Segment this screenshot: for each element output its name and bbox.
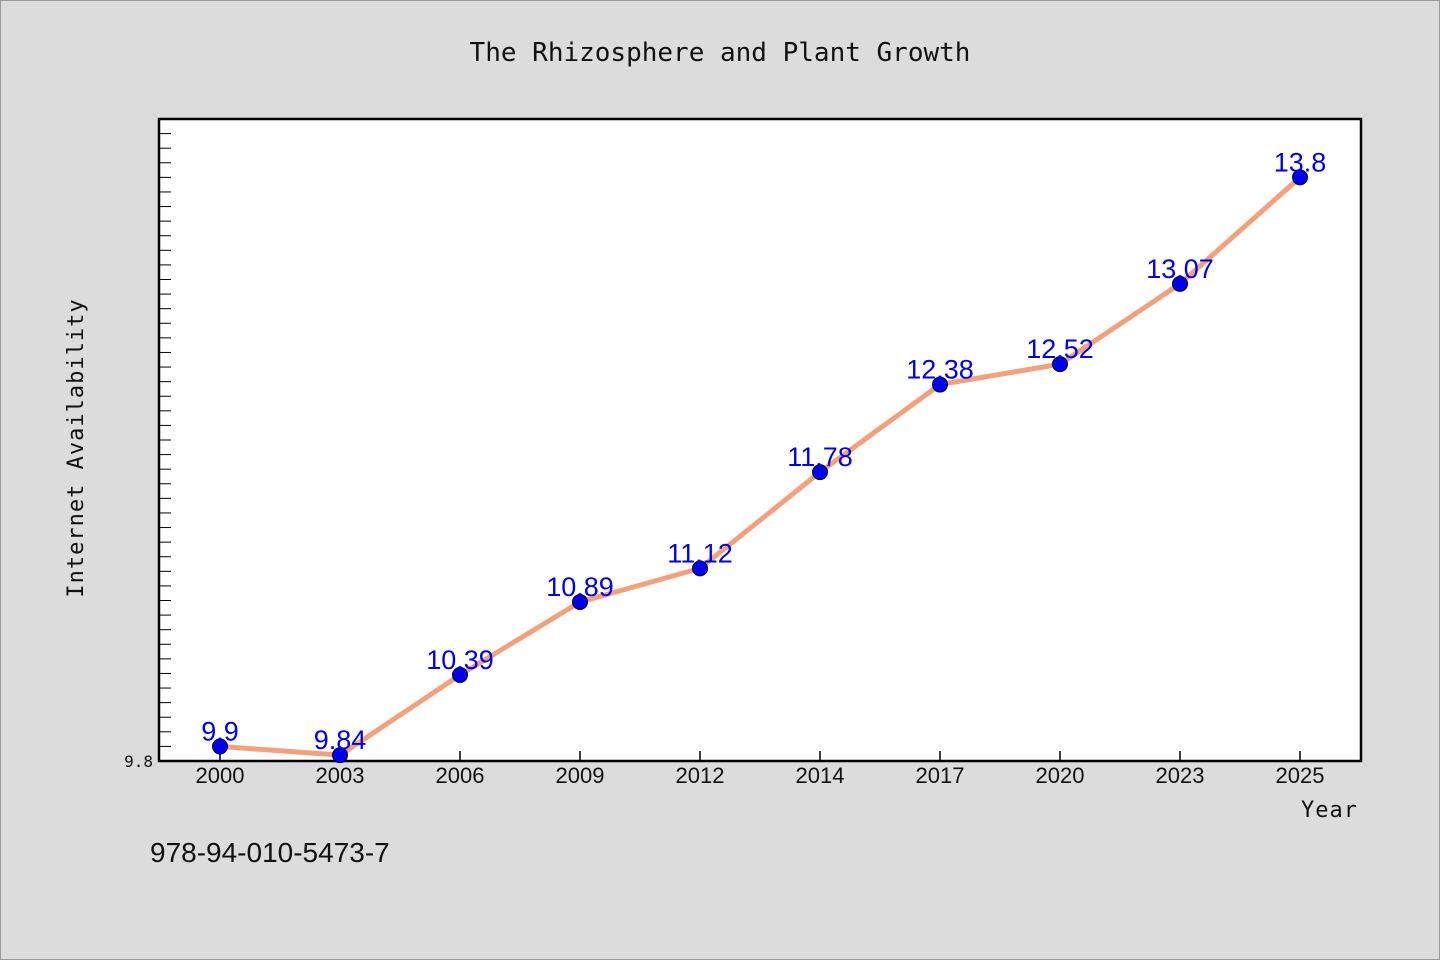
x-tick-label: 2000: [196, 763, 245, 788]
x-tick-label: 2020: [1036, 763, 1085, 788]
data-point: [332, 747, 348, 764]
data-labels: 9.9 9.84 10.39 10.89 11.12 11.78 12.38 12.52 13.…: [201, 147, 1326, 755]
data-label: 11.12: [667, 538, 733, 568]
data-label: 10.39: [426, 645, 494, 675]
data-point: [932, 376, 948, 393]
x-tick-label: 2003: [316, 763, 365, 788]
x-axis-label: Year: [1301, 798, 1358, 823]
x-ticks: 2000 2003 2006 2009 2012 2014 2017 2020 2023 2025: [196, 751, 1325, 788]
data-label: 9.9: [201, 716, 239, 746]
x-tick-label: 2017: [916, 763, 965, 788]
y-tick-label: 9.8: [124, 752, 153, 771]
x-tick-label: 2012: [676, 763, 725, 788]
x-tick-label: 2025: [1276, 763, 1325, 788]
data-point: [692, 560, 708, 577]
data-point: [1172, 275, 1188, 292]
data-label: 12.52: [1026, 334, 1094, 364]
x-tick-label: 2023: [1156, 763, 1205, 788]
data-point: [1052, 356, 1068, 373]
plot-area: [157, 117, 1363, 763]
data-point: [1292, 169, 1308, 186]
y-axis-label: Internet Availability: [64, 298, 89, 597]
data-markers: [212, 169, 1308, 764]
x-tick-label: 2006: [436, 763, 485, 788]
data-label: 13.07: [1146, 254, 1214, 284]
x-tick-label: 2009: [556, 763, 605, 788]
chart-title: The Rhizosphere and Plant Growth: [470, 38, 971, 68]
isbn-text: 978-94-010-5473-7: [150, 837, 390, 868]
data-point: [452, 666, 468, 683]
data-label: 12.38: [906, 355, 974, 385]
data-point: [812, 464, 828, 481]
data-point: [212, 738, 228, 755]
x-tick-label: 2014: [796, 763, 845, 788]
data-label: 10.89: [546, 572, 614, 602]
data-label: 9.84: [314, 725, 367, 755]
data-label: 11.78: [787, 442, 853, 472]
y-minor-ticks: [159, 133, 171, 747]
series-line: [217, 174, 1303, 758]
data-label: 13.8: [1274, 147, 1327, 177]
data-point: [572, 593, 588, 610]
